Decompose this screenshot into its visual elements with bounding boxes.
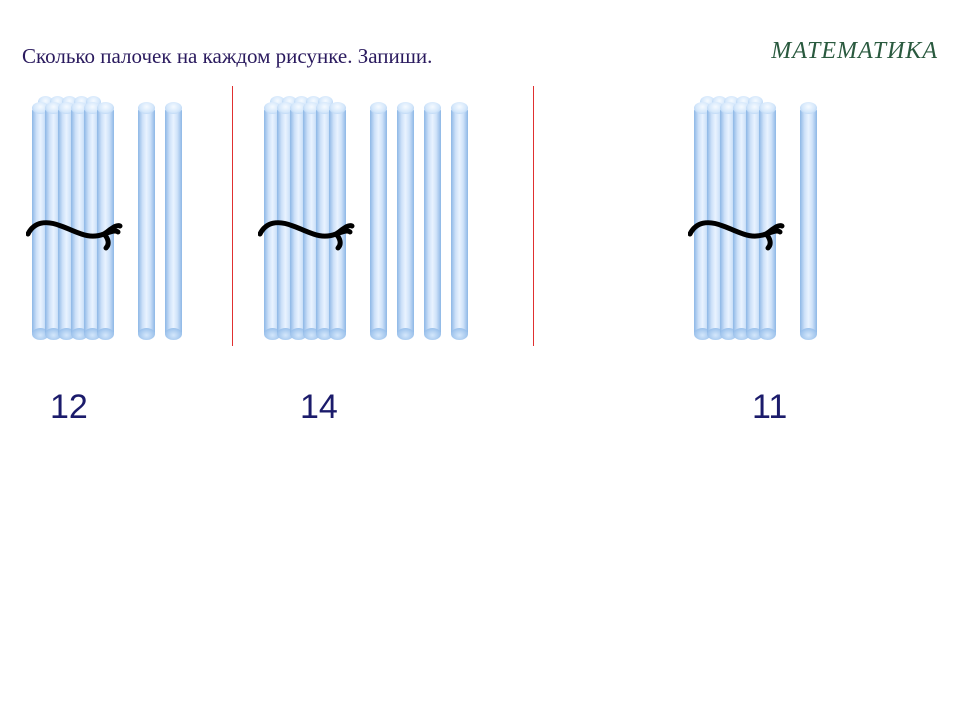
answer-value: 12 — [50, 388, 88, 427]
loose-sticks — [790, 102, 817, 340]
loose-stick — [424, 102, 441, 340]
answer-value: 11 — [752, 388, 787, 427]
stick-bundle — [694, 96, 772, 340]
bundle-stick — [329, 102, 346, 340]
group-divider — [533, 86, 534, 346]
stick-bundle — [264, 96, 342, 340]
bundle-frontrow — [694, 102, 772, 340]
loose-stick — [397, 102, 414, 340]
stick-group — [694, 96, 817, 346]
loose-stick — [165, 102, 182, 340]
subject-label: МАТЕМАТИКА — [771, 38, 938, 65]
loose-stick — [370, 102, 387, 340]
bundle-stick — [759, 102, 776, 340]
sticks-stage — [0, 86, 960, 346]
loose-stick — [800, 102, 817, 340]
loose-stick — [451, 102, 468, 340]
stick-group — [32, 96, 182, 346]
stick-group — [264, 96, 468, 346]
bundle-frontrow — [264, 102, 342, 340]
stick-bundle — [32, 96, 110, 340]
bundle-stick — [97, 102, 114, 340]
question-text: Сколько палочек на каждом рисунке. Запиш… — [22, 44, 432, 69]
loose-sticks — [360, 102, 468, 340]
bundle-frontrow — [32, 102, 110, 340]
group-divider — [232, 86, 233, 346]
loose-stick — [138, 102, 155, 340]
answer-value: 14 — [300, 388, 338, 427]
loose-sticks — [128, 102, 182, 340]
header: Сколько палочек на каждом рисунке. Запиш… — [0, 44, 960, 84]
